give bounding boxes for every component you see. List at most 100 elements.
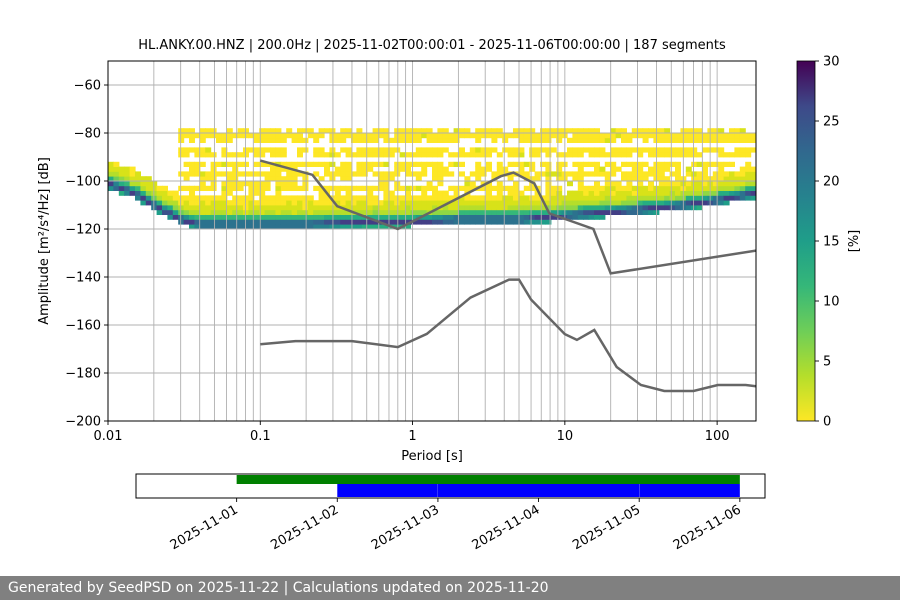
psd-cell	[588, 147, 595, 153]
psd-cell	[270, 209, 276, 215]
psd-cell	[583, 190, 590, 196]
psd-cell	[464, 181, 471, 187]
psd-cell	[696, 171, 703, 177]
psd-cell	[226, 181, 233, 187]
psd-cell	[648, 190, 654, 196]
psd-cell	[718, 185, 725, 191]
psd-cell	[399, 133, 406, 139]
psd-cell	[685, 133, 692, 139]
psd-cell	[210, 171, 217, 177]
psd-cell	[502, 185, 509, 191]
psd-cell	[594, 137, 600, 143]
psd-cell	[178, 171, 185, 177]
psd-cell	[486, 152, 492, 158]
psd-cell	[243, 214, 249, 220]
psd-cell	[270, 214, 276, 220]
psd-cell	[545, 176, 552, 182]
psd-cell	[334, 195, 341, 201]
psd-cell	[626, 195, 633, 201]
psd-cell	[432, 190, 438, 196]
psd-cell	[275, 205, 282, 211]
psd-cell	[405, 190, 411, 196]
psd-cell	[297, 219, 303, 225]
coverage-x-tick-label: 2025-11-02	[268, 502, 341, 553]
psd-cell	[399, 161, 406, 167]
psd-cell	[437, 190, 444, 196]
psd-cell	[648, 195, 654, 201]
psd-cell	[664, 195, 671, 201]
psd-cell	[442, 219, 449, 225]
psd-cell	[291, 181, 298, 187]
psd-cell	[556, 128, 563, 134]
psd-cell	[275, 166, 282, 172]
psd-cell	[480, 219, 487, 225]
psd-cell	[167, 205, 174, 211]
psd-cell	[594, 214, 600, 220]
psd-cell	[496, 181, 503, 187]
psd-cell	[437, 161, 444, 167]
psd-cell	[621, 137, 627, 143]
psd-cell	[594, 171, 600, 177]
psd-cell	[178, 147, 185, 153]
psd-cell	[453, 133, 460, 139]
psd-cell	[394, 161, 401, 167]
psd-cell	[507, 214, 514, 220]
psd-cell	[426, 214, 433, 220]
psd-cell	[135, 171, 141, 177]
psd-cell	[388, 190, 395, 196]
psd-cell	[577, 128, 584, 134]
psd-cell	[750, 166, 756, 172]
psd-cell	[502, 195, 509, 201]
psd-cell	[334, 219, 341, 225]
psd-cell	[691, 200, 698, 206]
psd-cell	[658, 152, 665, 158]
psd-cell	[135, 181, 141, 187]
psd-cell	[183, 128, 190, 134]
psd-cell	[496, 195, 503, 201]
psd-cell	[459, 147, 465, 153]
psd-cell	[696, 195, 703, 201]
psd-cell	[556, 205, 563, 211]
segment-bar	[437, 484, 640, 497]
psd-cell	[340, 209, 347, 215]
psd-cell	[502, 147, 509, 153]
psd-cell	[415, 161, 422, 167]
psd-cell	[507, 200, 514, 206]
psd-cell	[340, 214, 347, 220]
psd-cell	[626, 176, 633, 182]
psd-cell	[270, 152, 276, 158]
psd-cell	[280, 219, 287, 225]
psd-cell	[405, 161, 411, 167]
psd-cell	[183, 185, 190, 191]
psd-cell	[351, 171, 357, 177]
psd-cell	[307, 224, 314, 230]
psd-cell	[183, 205, 190, 211]
psd-cell	[480, 181, 487, 187]
psd-cell	[253, 137, 260, 143]
psd-cell	[491, 209, 498, 215]
psd-cell	[513, 161, 519, 167]
psd-cell	[118, 181, 125, 187]
psd-cell	[118, 176, 125, 182]
psd-cell	[232, 224, 239, 230]
psd-cell	[567, 171, 573, 177]
psd-cell	[318, 147, 325, 153]
psd-cell	[334, 152, 341, 158]
psd-cell	[232, 219, 239, 225]
psd-cell	[685, 181, 692, 187]
psd-cell	[297, 147, 303, 153]
psd-cell	[421, 205, 428, 211]
psd-cell	[675, 176, 681, 182]
psd-cell	[550, 147, 557, 153]
psd-cell	[361, 137, 368, 143]
psd-cell	[237, 133, 244, 139]
psd-cell	[291, 161, 298, 167]
psd-cell	[232, 214, 239, 220]
colorbar-tick-label: 25	[823, 115, 840, 130]
coverage-x-tick-label: 2025-11-01	[168, 502, 241, 553]
psd-cell	[432, 214, 438, 220]
psd-cell	[345, 166, 352, 172]
coverage-x-tick-label: 2025-11-04	[470, 502, 543, 553]
colorbar-tick-label: 0	[823, 415, 831, 430]
psd-cell	[550, 214, 557, 220]
